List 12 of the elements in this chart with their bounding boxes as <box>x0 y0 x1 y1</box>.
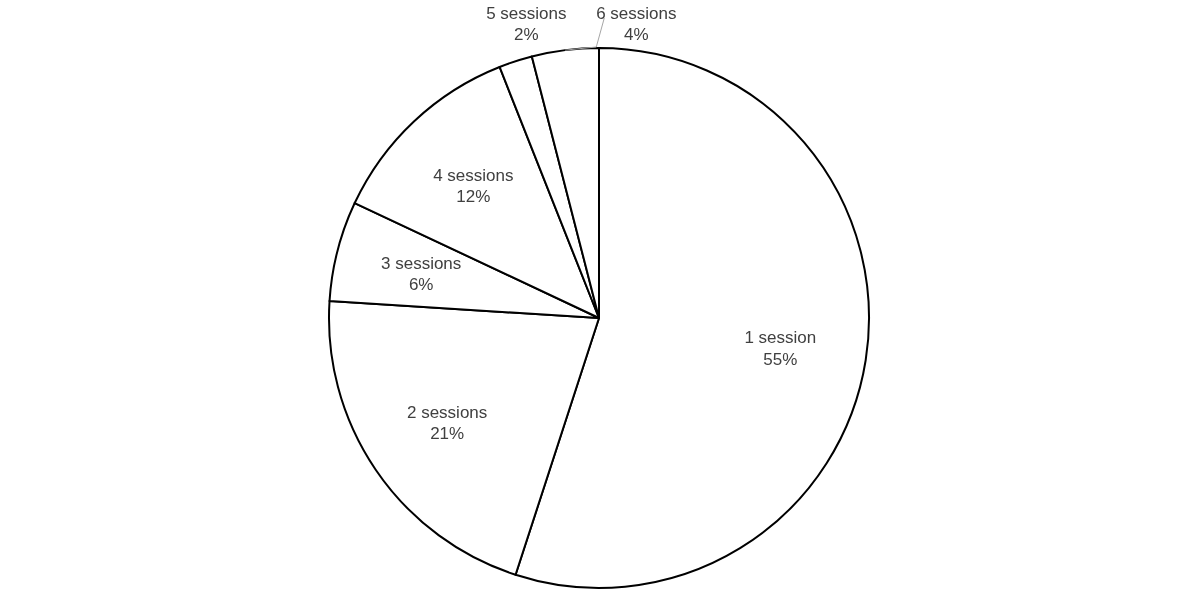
data-label: 2% <box>514 24 539 44</box>
slice-label: 6 sessions <box>596 3 677 23</box>
data-label: 55% <box>763 349 798 369</box>
slice-label: 5 sessions <box>486 3 567 23</box>
slice-label: 2 sessions <box>406 402 488 422</box>
data-label: 6% <box>408 275 434 295</box>
slice-label: 3 sessions <box>381 253 462 273</box>
slice-label: 4 sessions <box>433 165 514 185</box>
data-label: 12% <box>456 187 491 207</box>
data-label: 21% <box>430 424 465 444</box>
slice-label: 1 session <box>744 328 817 348</box>
data-label: 4% <box>624 24 649 44</box>
